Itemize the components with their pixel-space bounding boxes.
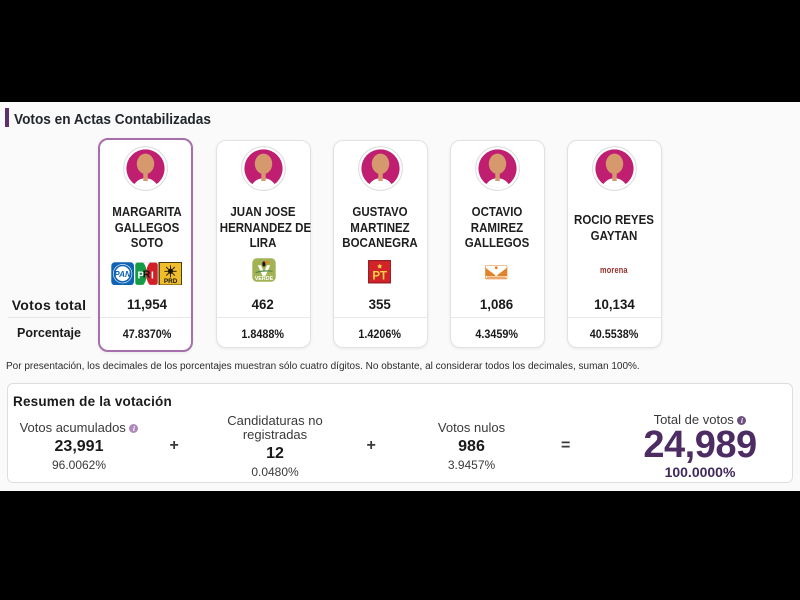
svg-text:I: I bbox=[151, 270, 154, 281]
svg-text:PRD: PRD bbox=[163, 278, 177, 285]
svg-text:VERDE: VERDE bbox=[254, 276, 273, 282]
svg-text:PT: PT bbox=[372, 270, 387, 282]
svg-text:PAN: PAN bbox=[114, 269, 132, 278]
svg-text:P: P bbox=[137, 270, 144, 281]
svg-text:R: R bbox=[142, 268, 150, 280]
